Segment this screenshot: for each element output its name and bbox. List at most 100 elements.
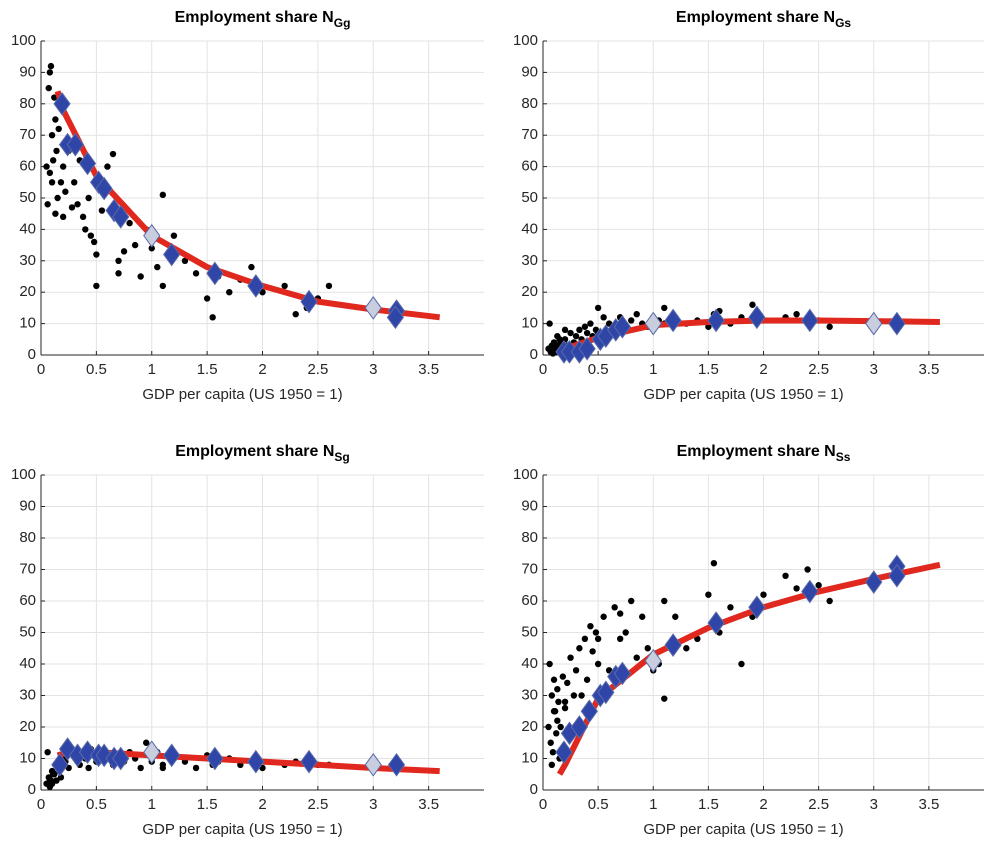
data-point [570, 692, 578, 699]
data-point [559, 673, 567, 680]
diamond-marker [801, 579, 819, 604]
data-point [587, 320, 594, 327]
x-tick-label: 1 [148, 361, 156, 378]
y-tick-label: 20 [19, 718, 36, 735]
data-point [760, 591, 767, 598]
data-point [600, 613, 607, 620]
y-tick-label: 70 [521, 560, 538, 577]
data-point [126, 219, 133, 227]
y-tick-label: 100 [11, 466, 36, 483]
diamond-marker [801, 308, 819, 333]
diamond-marker [748, 305, 766, 330]
x-tick-label: 3 [870, 361, 878, 378]
data-point [181, 257, 189, 264]
data-point [548, 348, 556, 356]
data-point [644, 645, 651, 652]
data-point [555, 698, 562, 705]
data-point [550, 676, 558, 683]
data-point [55, 125, 62, 133]
x-tick-label: 0.5 [588, 796, 609, 813]
data-point [54, 194, 61, 202]
data-point [248, 263, 255, 271]
x-tick-label: 3.5 [918, 361, 939, 378]
data-point [583, 329, 591, 337]
data-point [52, 116, 59, 123]
title-subscript: Sg [334, 450, 349, 464]
data-point [44, 201, 51, 208]
y-tick-label: 90 [19, 63, 36, 80]
subplot: 0 10 20 30 40 50 60 70 80 90 100 0 0.5 1 1.5 2 2.5 3 3.5 Em… [513, 443, 984, 838]
y-tick-label: 70 [19, 126, 36, 143]
data-point [567, 654, 574, 661]
diamond-marker [112, 746, 130, 771]
data-point [594, 304, 602, 312]
data-point [581, 635, 589, 642]
data-point [661, 304, 668, 312]
diamond-marker [143, 223, 161, 248]
diamond-marker [386, 305, 405, 330]
data-point [226, 289, 233, 296]
title-text: Employment share N [175, 443, 334, 460]
diamond-marker [580, 699, 598, 724]
diamond-marker [163, 242, 181, 267]
data-point [554, 686, 561, 693]
data-point [120, 248, 128, 255]
x-tick-label: 0.5 [588, 361, 609, 378]
data-point [49, 157, 57, 164]
x-tick-label: 0 [37, 796, 45, 813]
diamond-marker [300, 289, 318, 314]
data-point [561, 698, 569, 705]
data-point [49, 771, 57, 778]
data-point [572, 332, 580, 340]
data-point [143, 739, 150, 746]
data-point [749, 301, 756, 308]
diamond-marker [78, 151, 97, 176]
data-point [545, 723, 552, 731]
data-point [782, 572, 789, 579]
x-tick-label: 2 [258, 796, 266, 813]
data-point [826, 597, 833, 605]
diamond-marker [95, 176, 113, 201]
data-point [115, 270, 122, 277]
diamond-marker [597, 680, 615, 705]
diamond-marker [578, 336, 596, 361]
data-point [594, 660, 602, 668]
data-point [62, 188, 69, 195]
data-point [45, 84, 52, 92]
x-tick-label: 0 [539, 361, 547, 378]
x-tick-label: 0.5 [86, 361, 107, 378]
x-tick-label: 1.5 [197, 361, 218, 378]
diamond-marker [613, 314, 631, 339]
data-point [554, 717, 561, 724]
y-tick-label: 70 [521, 126, 538, 143]
subplot: 0 10 20 30 40 50 60 70 80 90 100 0 0.5 1 1.5 2 2.5 3 3.5 Em… [11, 9, 484, 403]
x-tick-label: 1.5 [698, 796, 719, 813]
data-point [44, 749, 51, 756]
data-point [85, 194, 92, 202]
diamond-marker [78, 740, 97, 765]
y-tick-label: 0 [530, 781, 538, 798]
chart-title: Employment share NSg [175, 443, 350, 464]
data-point [547, 739, 554, 746]
x-tick-label: 2 [759, 796, 767, 813]
data-point [578, 692, 585, 699]
x-tick-label: 0 [37, 361, 45, 378]
data-point [292, 310, 299, 318]
diamond-marker [707, 308, 725, 333]
x-tick-label: 3.5 [418, 796, 439, 813]
data-point [581, 323, 589, 330]
data-point [826, 323, 833, 330]
x-tick-label: 2.5 [307, 361, 328, 378]
data-point [587, 623, 594, 630]
data-point [85, 764, 92, 772]
y-tick-label: 40 [521, 220, 538, 237]
data-point [59, 163, 67, 170]
data-point [71, 179, 78, 186]
data-point [159, 282, 167, 290]
diamond-marker [865, 311, 883, 336]
data-point [561, 704, 569, 712]
data-point [159, 191, 167, 199]
diamond-marker [888, 311, 906, 336]
y-tick-label: 20 [521, 283, 538, 300]
y-tick-label: 30 [521, 252, 538, 269]
